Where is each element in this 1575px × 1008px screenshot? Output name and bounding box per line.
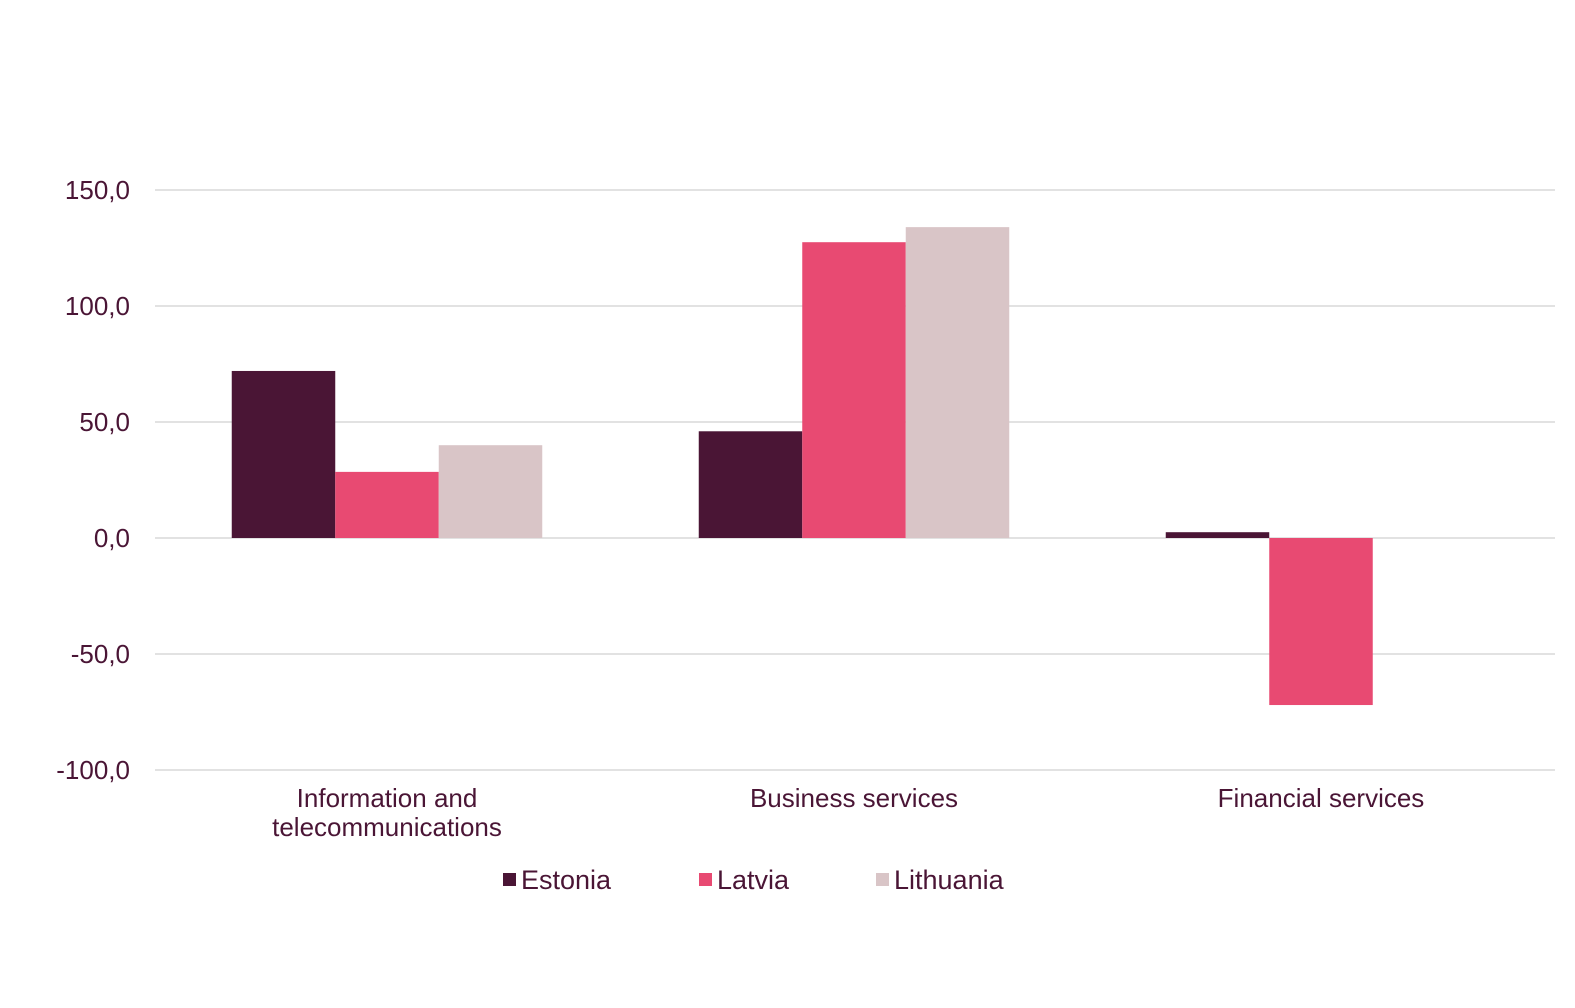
legend-label-latvia: Latvia <box>717 865 790 895</box>
bar-latvia-1 <box>802 242 906 538</box>
legend: Estonia Latvia Lithuania <box>503 865 1005 895</box>
bar-latvia-2 <box>1269 538 1373 706</box>
y-axis: 150,0 100,0 50,0 0,0 -50,0 -100,0 <box>56 175 130 785</box>
legend-swatch-estonia <box>503 873 516 886</box>
legend-swatch-lithuania <box>876 873 889 886</box>
bar-estonia-2 <box>1165 532 1270 538</box>
bar-estonia-0 <box>231 370 336 538</box>
x-category-label: telecommunications <box>272 812 502 842</box>
y-tick-label: -100,0 <box>56 755 130 785</box>
y-tick-label: 100,0 <box>65 291 130 321</box>
legend-swatch-latvia <box>699 873 712 886</box>
bars <box>231 227 1373 706</box>
x-category-label: Information and <box>297 783 478 813</box>
y-tick-label: 50,0 <box>79 407 130 437</box>
y-tick-label: -50,0 <box>71 639 130 669</box>
y-tick-label: 150,0 <box>65 175 130 205</box>
bar-estonia-1 <box>698 431 803 538</box>
y-tick-label: 0,0 <box>94 523 130 553</box>
bar-latvia-0 <box>335 471 439 538</box>
bar-lithuania-1 <box>905 227 1010 538</box>
legend-label-estonia: Estonia <box>521 865 612 895</box>
x-category-label: Business services <box>750 783 958 813</box>
legend-label-lithuania: Lithuania <box>894 865 1005 895</box>
x-category-label: Financial services <box>1218 783 1425 813</box>
bar-lithuania-0 <box>438 445 543 538</box>
